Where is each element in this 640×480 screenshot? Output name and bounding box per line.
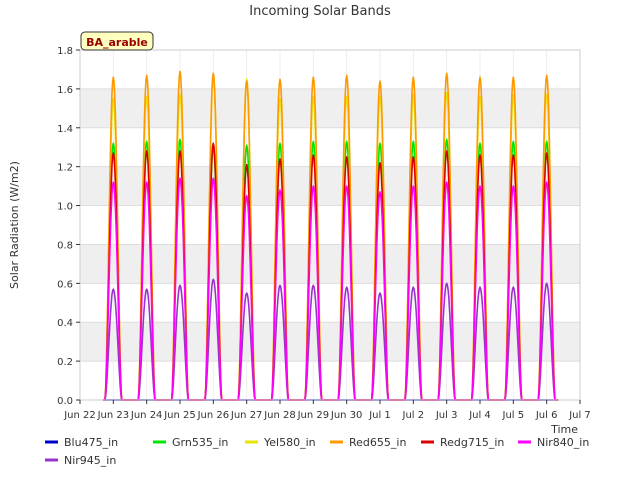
plot-band bbox=[80, 166, 580, 206]
plot-band bbox=[80, 322, 580, 362]
chart-title: Incoming Solar Bands bbox=[249, 4, 391, 19]
x-tick-label: Jul 2 bbox=[402, 410, 425, 421]
y-tick-label: 0.0 bbox=[57, 396, 73, 407]
x-tick-label: Jul 3 bbox=[435, 410, 458, 421]
y-tick-label: 1.6 bbox=[57, 85, 73, 96]
x-tick-label: Jul 1 bbox=[368, 410, 391, 421]
legend-item: Nir840_in bbox=[518, 436, 589, 449]
legend-label: Yel580_in bbox=[263, 436, 316, 449]
x-axis-label: Time bbox=[550, 423, 578, 436]
legend-label: Nir840_in bbox=[537, 436, 589, 449]
y-axis-label: Solar Radiation (W/m2) bbox=[8, 161, 21, 289]
site-label: BA_arable bbox=[86, 36, 148, 49]
legend: Blu475_in Grn535_in Yel580_in Red655_in Redg… bbox=[45, 436, 589, 467]
x-tick-label: Jul 6 bbox=[535, 410, 558, 421]
x-tick-label: Jul 5 bbox=[502, 410, 525, 421]
plot-frame bbox=[79, 49, 581, 401]
plot-band bbox=[80, 88, 580, 128]
x-tick-label: Jun 23 bbox=[97, 410, 130, 421]
x-tick-label: Jun 30 bbox=[330, 410, 363, 421]
x-tick-label: Jun 25 bbox=[163, 410, 196, 421]
y-tick-label: 0.4 bbox=[57, 318, 73, 329]
legend-item: Yel580_in bbox=[245, 436, 316, 449]
legend-label: Red655_in bbox=[349, 436, 406, 449]
y-axis: 0.0 0.2 0.4 0.6 0.8 1.0 1.2 1.4 1.6 1.8 bbox=[57, 46, 80, 407]
legend-item: Red655_in bbox=[330, 436, 406, 449]
y-tick-label: 1.8 bbox=[57, 46, 73, 57]
legend-item: Grn535_in bbox=[153, 436, 228, 449]
x-tick-label: Jul 4 bbox=[468, 410, 491, 421]
y-tick-label: 1.2 bbox=[57, 163, 73, 174]
y-tick-label: 1.0 bbox=[57, 202, 73, 213]
x-tick-label: Jun 28 bbox=[263, 410, 296, 421]
legend-label: Blu475_in bbox=[64, 436, 118, 449]
y-tick-label: 0.2 bbox=[57, 357, 73, 368]
x-tick-label: Jun 22 bbox=[63, 410, 96, 421]
y-tick-label: 0.6 bbox=[57, 279, 73, 290]
x-tick-label: Jun 26 bbox=[197, 410, 230, 421]
legend-item: Redg715_in bbox=[421, 436, 504, 449]
legend-label: Nir945_in bbox=[64, 454, 116, 467]
y-tick-label: 0.8 bbox=[57, 240, 73, 251]
site-label-box: BA_arable bbox=[80, 31, 154, 51]
x-tick-label: Jun 24 bbox=[130, 410, 163, 421]
x-tick-label: Jun 29 bbox=[297, 410, 330, 421]
x-tick-label: Jun 27 bbox=[230, 410, 263, 421]
plot-background bbox=[80, 50, 580, 400]
legend-item: Blu475_in bbox=[45, 436, 118, 449]
y-tick-label: 1.4 bbox=[57, 124, 73, 135]
plot-band bbox=[80, 244, 580, 284]
legend-label: Redg715_in bbox=[440, 436, 504, 449]
legend-label: Grn535_in bbox=[172, 436, 228, 449]
legend-item: Nir945_in bbox=[45, 454, 116, 467]
x-axis: Jun 22 Jun 23 Jun 24 Jun 25 Jun 26 Jun 27 Jun … bbox=[63, 400, 591, 421]
x-tick-label: Jul 7 bbox=[568, 410, 591, 421]
